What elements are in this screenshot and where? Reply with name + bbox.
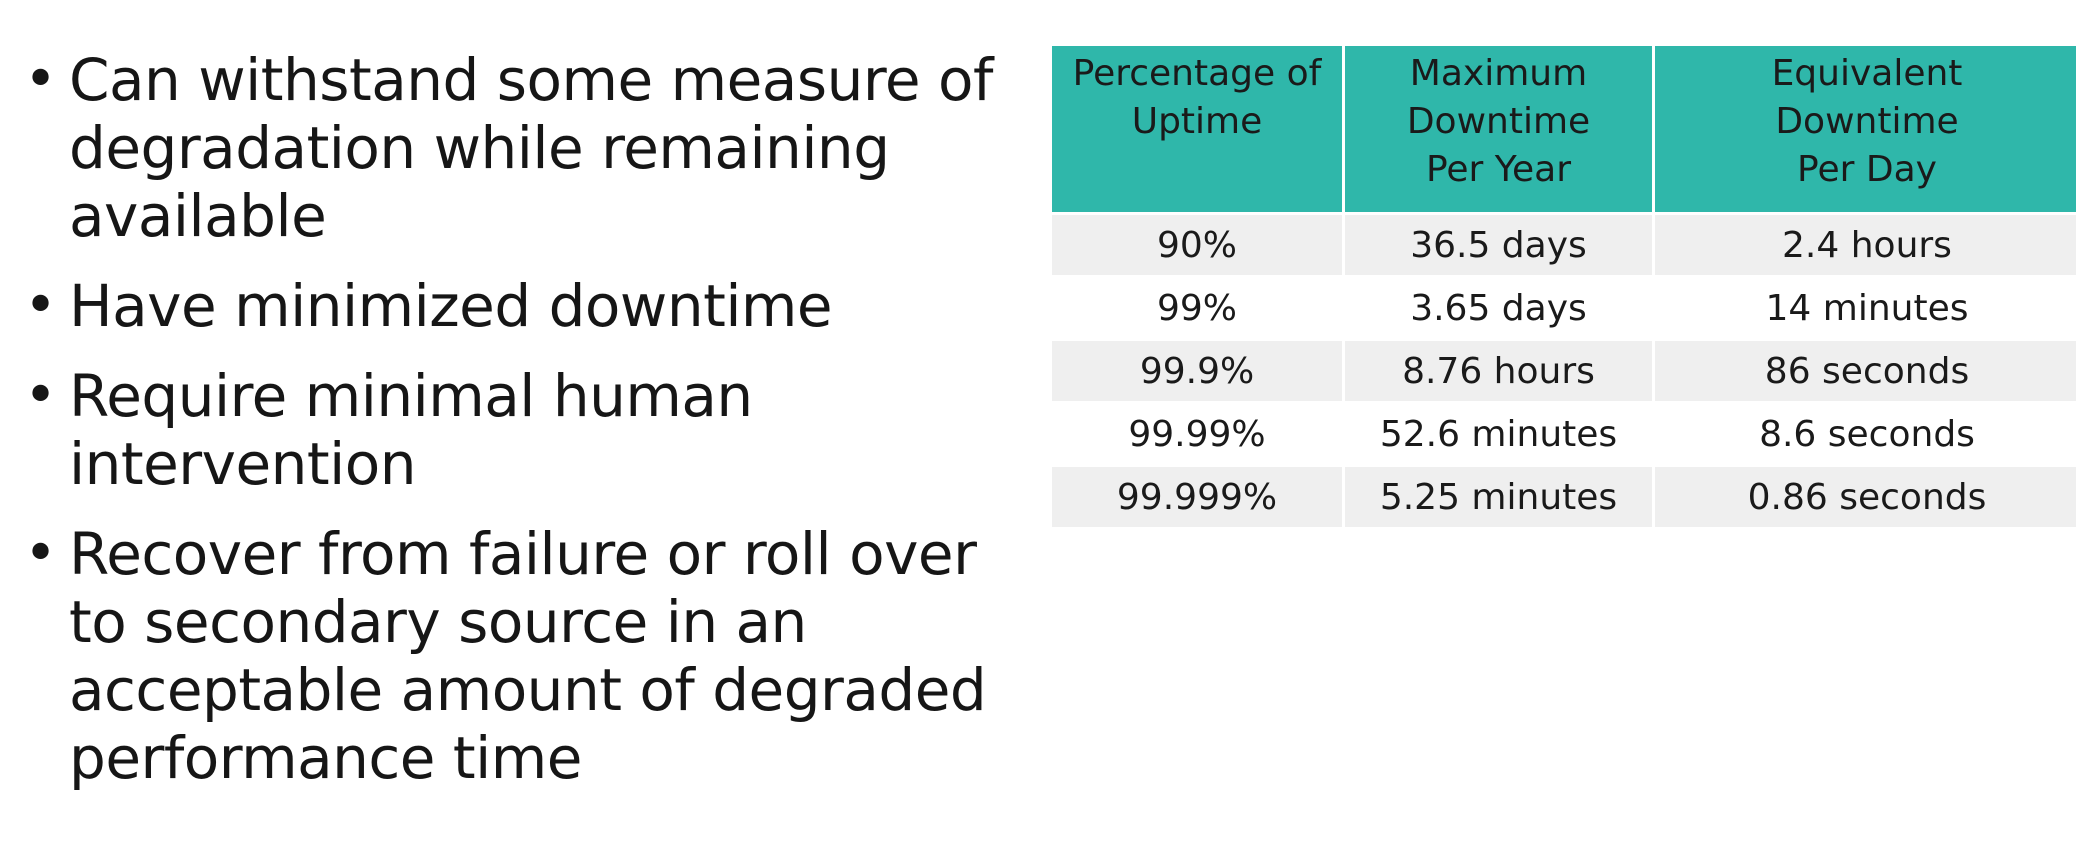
bullet-list: • Can withstand some measure of degradat…: [24, 46, 1014, 814]
table-row: 90% 36.5 days 2.4 hours: [1052, 215, 2076, 275]
header-equivalent-downtime-per-day: Equivalent Downtime Per Day: [1655, 46, 2076, 212]
bullet-item: • Require minimal human intervention: [24, 362, 1014, 498]
table-row: 99.999% 5.25 minutes 0.86 seconds: [1052, 467, 2076, 527]
cell-downtime-per-day: 2.4 hours: [1655, 215, 2076, 275]
bullet-item: • Recover from failure or roll over to s…: [24, 520, 1014, 792]
table-row: 99.99% 52.6 minutes 8.6 seconds: [1052, 404, 2076, 464]
cell-uptime: 99.999%: [1052, 467, 1342, 527]
bullet-text: Can withstand some measure of degradatio…: [69, 46, 993, 250]
cell-downtime-per-year: 36.5 days: [1345, 215, 1652, 275]
cell-uptime: 99%: [1052, 278, 1342, 338]
bullet-marker: •: [24, 273, 58, 338]
bullet-item: • Can withstand some measure of degradat…: [24, 46, 1014, 250]
bullet-item: • Have minimized downtime: [24, 272, 1014, 340]
cell-downtime-per-year: 3.65 days: [1345, 278, 1652, 338]
header-line: Downtime: [1406, 101, 1591, 142]
cell-downtime-per-year: 5.25 minutes: [1345, 467, 1652, 527]
header-maximum-downtime-per-year: Maximum Downtime Per Year: [1345, 46, 1652, 212]
cell-downtime-per-day: 0.86 seconds: [1655, 467, 2076, 527]
header-percentage-of-uptime: Percentage of Uptime: [1052, 46, 1342, 212]
bullet-text: Have minimized downtime: [69, 272, 833, 340]
table-row: 99.9% 8.76 hours 86 seconds: [1052, 341, 2076, 401]
cell-uptime: 90%: [1052, 215, 1342, 275]
cell-downtime-per-day: 14 minutes: [1655, 278, 2076, 338]
cell-downtime-per-year: 8.76 hours: [1345, 341, 1652, 401]
cell-downtime-per-year: 52.6 minutes: [1345, 404, 1652, 464]
header-line: Maximum: [1409, 53, 1588, 94]
header-line: Percentage of: [1072, 53, 1322, 94]
cell-downtime-per-day: 8.6 seconds: [1655, 404, 2076, 464]
cell-uptime: 99.9%: [1052, 341, 1342, 401]
header-line: Downtime: [1775, 101, 1959, 142]
cell-uptime: 99.99%: [1052, 404, 1342, 464]
header-line: Per Day: [1797, 149, 1937, 190]
bullet-marker: •: [24, 363, 58, 428]
table-header-row: Percentage of Uptime Maximum Downtime Pe…: [1052, 46, 2076, 212]
bullet-text: Recover from failure or roll over to sec…: [69, 520, 987, 792]
bullet-marker: •: [24, 47, 58, 112]
header-line: Uptime: [1131, 101, 1263, 142]
header-line: Per Year: [1425, 149, 1572, 190]
uptime-table: Percentage of Uptime Maximum Downtime Pe…: [1049, 43, 2076, 530]
bullet-marker: •: [24, 521, 58, 586]
table-row: 99% 3.65 days 14 minutes: [1052, 278, 2076, 338]
bullet-text: Require minimal human intervention: [69, 362, 753, 498]
cell-downtime-per-day: 86 seconds: [1655, 341, 2076, 401]
header-line: Equivalent: [1771, 53, 1963, 94]
